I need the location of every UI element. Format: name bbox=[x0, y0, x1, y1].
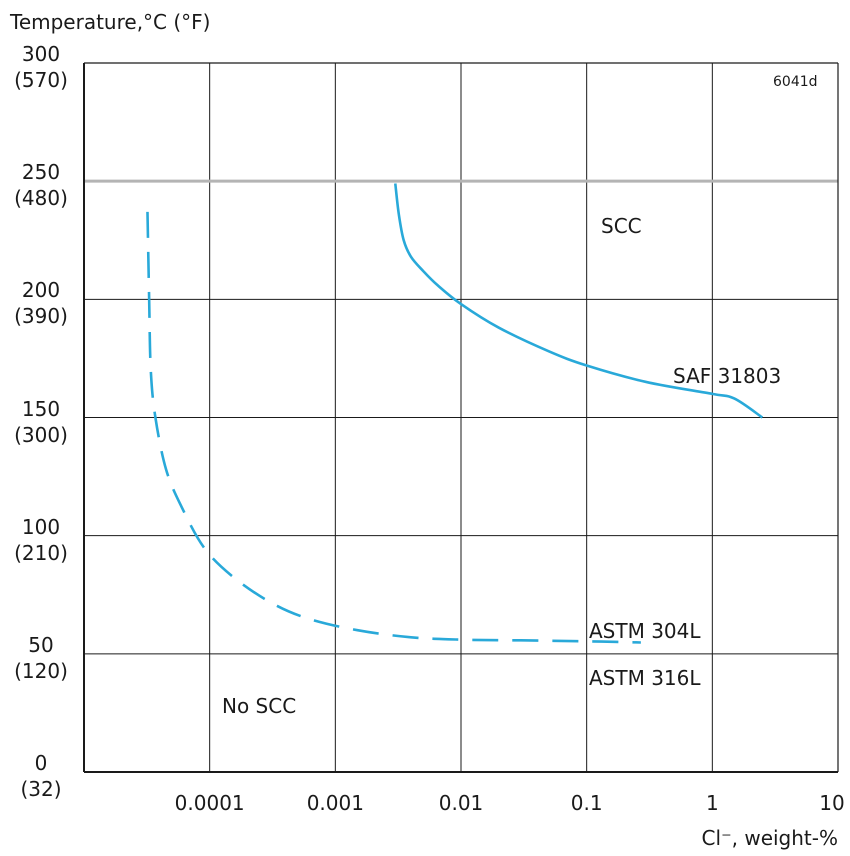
astm-316l-label: ASTM 316L bbox=[589, 666, 701, 690]
y-tick-label: 0 (32) bbox=[6, 750, 76, 802]
y-tick-celsius: 50 bbox=[28, 632, 54, 657]
y-tick-label: 300 (570) bbox=[6, 41, 76, 93]
y-tick-fahrenheit: (120) bbox=[14, 658, 68, 683]
saf-31803-curve bbox=[394, 183, 764, 419]
y-tick-fahrenheit: (390) bbox=[14, 304, 68, 329]
x-tick-label: 0.1 bbox=[570, 791, 603, 815]
y-tick-fahrenheit: (32) bbox=[20, 777, 62, 801]
y-tick-fahrenheit: (480) bbox=[14, 186, 68, 211]
y-tick-label: 100 (210) bbox=[6, 514, 76, 566]
no-scc-region-label: No SCC bbox=[222, 694, 297, 718]
y-tick-celsius: 250 bbox=[21, 160, 61, 185]
x-axis-title: Cl⁻, weight-% bbox=[701, 826, 838, 850]
y-tick-celsius: 150 bbox=[21, 396, 61, 421]
astm-304l-316l-curve bbox=[146, 211, 641, 644]
saf-31803-label: SAF 31803 bbox=[673, 364, 782, 388]
y-tick-fahrenheit: (210) bbox=[14, 540, 68, 565]
y-tick-label: 150 (300) bbox=[6, 396, 76, 448]
y-axis-title: Temperature,°C (°F) bbox=[10, 10, 211, 34]
x-tick-label: 0.001 bbox=[306, 791, 364, 815]
y-tick-fahrenheit: (300) bbox=[14, 422, 68, 447]
x-tick-label: 0.01 bbox=[438, 791, 484, 815]
x-tick-label: 10 bbox=[819, 791, 845, 815]
x-tick-label: 1 bbox=[705, 791, 719, 815]
astm-304l-label: ASTM 304L bbox=[589, 619, 701, 643]
y-tick-label: 250 (480) bbox=[6, 159, 76, 211]
y-tick-label: 50 (120) bbox=[6, 632, 76, 684]
y-tick-fahrenheit: (570) bbox=[14, 68, 68, 92]
y-tick-celsius: 100 bbox=[21, 514, 61, 539]
figure-code: 6041d bbox=[773, 74, 818, 90]
x-tick-label: 0.0001 bbox=[174, 791, 245, 815]
y-tick-celsius: 300 bbox=[21, 42, 61, 66]
y-tick-celsius: 200 bbox=[21, 278, 61, 303]
y-tick-celsius: 0 bbox=[34, 751, 48, 775]
y-tick-label: 200 (390) bbox=[6, 277, 76, 329]
scc-region-label: SCC bbox=[601, 214, 642, 238]
